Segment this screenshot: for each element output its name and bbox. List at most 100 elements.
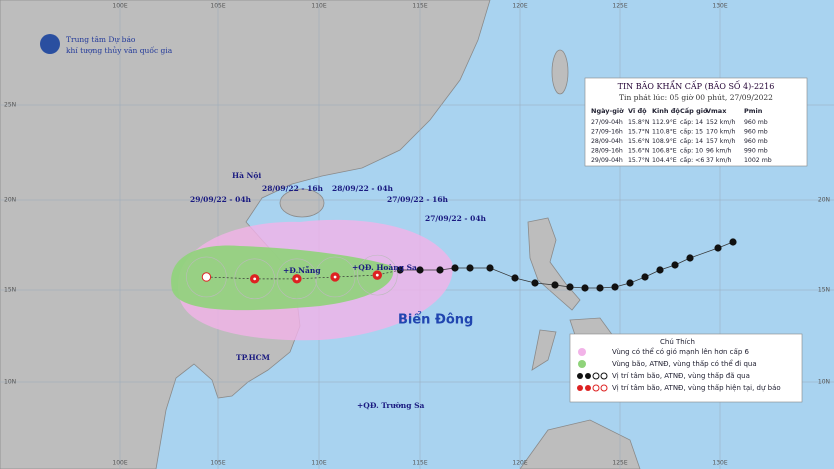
past-position <box>551 281 559 289</box>
column-header: Vĩ độ <box>628 107 647 115</box>
table-cell: cấp: 15 <box>680 128 703 136</box>
lon-label: 125E <box>612 460 627 467</box>
hainan <box>279 188 325 218</box>
time-label: 28/09/22 - 04h <box>332 184 394 193</box>
lat-label: 25N <box>4 102 16 109</box>
header: Trung tâm Dự báo khí tượng thủy văn quốc… <box>40 34 173 55</box>
past-position <box>714 244 722 252</box>
lon-label: 115E <box>412 460 427 467</box>
past-position <box>641 273 649 281</box>
table-cell: 990 mb <box>744 148 768 155</box>
place-label: +QĐ. Trường Sa <box>357 401 424 410</box>
table-cell: 29/09-04h <box>591 157 623 164</box>
logo <box>40 34 60 54</box>
table-cell: cấp: <6 <box>680 156 704 164</box>
lat-label: 20N <box>818 197 830 204</box>
table-cell: 28/09-16h <box>591 148 623 155</box>
lon-label: 100E <box>112 460 127 467</box>
table-cell: 27/09-16h <box>591 129 623 136</box>
place-label: +QĐ. Hoàng Sa <box>352 263 417 272</box>
column-header: Kinh độ <box>652 107 680 115</box>
forecast-radius <box>276 258 318 300</box>
forecast-eye <box>295 277 299 281</box>
table-cell: 157 km/h <box>706 138 735 145</box>
past-position <box>686 254 694 262</box>
lat-label: 10N <box>4 379 16 386</box>
column-header: Vmax <box>706 107 727 115</box>
track <box>186 238 737 300</box>
lon-label: 110E <box>311 460 326 467</box>
table-cell: 15.6°N <box>628 147 650 155</box>
table-cell: 27/09-04h <box>591 119 623 126</box>
time-label: 29/09/22 - 04h <box>190 195 252 204</box>
table-cell: 110.8°E <box>652 128 677 136</box>
table-cell: 28/09-04h <box>591 138 623 145</box>
taiwan <box>551 49 569 95</box>
time-label: 27/09/22 - 16h <box>387 195 449 204</box>
lat-label: 10N <box>818 379 830 386</box>
lon-label: 105E <box>210 3 225 10</box>
table-cell: 152 km/h <box>706 119 735 126</box>
info-title: TIN BÃO KHẨN CẤP (BÃO SỐ 4)-2216 <box>618 81 775 91</box>
table-cell: 106.8°E <box>652 147 677 155</box>
lon-label: 115E <box>412 3 427 10</box>
lat-label: 15N <box>818 287 830 294</box>
past-position <box>566 283 574 291</box>
table-cell: 960 mb <box>744 119 768 126</box>
legend-title: Chú Thích <box>660 338 695 346</box>
lat-label: 20N <box>4 197 16 204</box>
lon-label: 120E <box>512 3 527 10</box>
legend-swatch <box>577 384 608 392</box>
column-header: Cấp gió <box>680 107 708 115</box>
lon-label: 105E <box>210 460 225 467</box>
legend-swatch <box>578 348 586 356</box>
table-cell: cấp: 14 <box>680 137 703 145</box>
past-position <box>626 279 634 287</box>
table-cell: 170 km/h <box>706 129 735 136</box>
legend: Chú Thích Vùng có thể có gió mạnh lên hơ… <box>569 333 803 403</box>
info-box: TIN BÃO KHẨN CẤP (BÃO SỐ 4)-2216 Tin phá… <box>584 77 808 167</box>
lon-label: 110E <box>311 3 326 10</box>
lon-label: 120E <box>512 460 527 467</box>
place-label: Hà Nội <box>232 171 261 180</box>
table-cell: 15.7°N <box>628 128 650 136</box>
column-header: Ngày-giờ <box>591 107 624 115</box>
table-cell: 15.6°N <box>628 137 650 145</box>
place-label: +Đ.Nẵng <box>283 266 321 275</box>
past-position <box>511 274 519 282</box>
lon-label: 130E <box>712 460 727 467</box>
lon-label: 125E <box>612 3 627 10</box>
past-position <box>486 264 494 272</box>
past-position <box>729 238 737 246</box>
past-position <box>596 284 604 292</box>
storm-cone <box>171 245 394 311</box>
forecast-radius <box>314 256 356 298</box>
legend-item: Vị trí tâm bão, ATNĐ, vùng thấp hiện tại… <box>612 384 781 392</box>
labels: 100E 105E 110E 115E 120E 125E 130E 100E 105E 110E… <box>4 3 830 467</box>
forecast-radius <box>356 254 398 296</box>
table-cell: 96 km/h <box>706 148 732 155</box>
table-cell: 108.9°E <box>652 137 677 145</box>
table-cell: cấp: 10 <box>680 147 703 155</box>
column-header: Pmin <box>744 107 763 115</box>
org-name: Trung tâm Dự báo <box>66 35 136 44</box>
legend-item: Vùng bão, ATNĐ, vùng thấp có thể đi qua <box>612 359 757 368</box>
table-cell: 104.4°E <box>652 156 677 164</box>
forecast-position <box>201 272 212 282</box>
place-label: Biển Đông <box>398 312 473 328</box>
info-issued: Tin phát lúc: 05 giờ 00 phút, 27/09/2022 <box>619 93 773 102</box>
past-position <box>611 283 619 291</box>
table-cell: 960 mb <box>744 138 768 145</box>
table-cell: cấp: 14 <box>680 118 703 126</box>
lon-label: 100E <box>112 3 127 10</box>
forecast-radius <box>186 256 227 298</box>
table-cell: 37 km/h <box>706 157 732 164</box>
table-cell: 960 mb <box>744 129 768 136</box>
table-cell: 15.7°N <box>628 156 650 164</box>
past-position <box>466 264 474 272</box>
table-cell: 1002 mb <box>744 157 772 164</box>
lon-label: 130E <box>712 3 727 10</box>
past-position <box>581 284 589 292</box>
